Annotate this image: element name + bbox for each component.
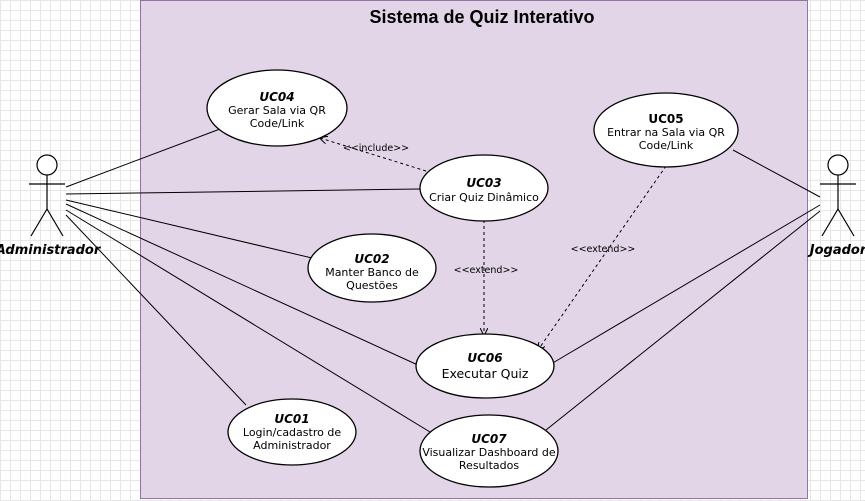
uc07-label-line1: Visualizar Dashboard de <box>422 446 556 459</box>
assoc-admin-uc04 <box>65 128 221 188</box>
assoc-admin-uc02 <box>65 199 313 259</box>
uc01-label-line1: Login/cadastro de <box>243 426 341 439</box>
extend-label-uc03: <<extend>> <box>454 265 519 276</box>
uc07-label-line2: Resultados <box>459 459 519 472</box>
use-case-uc01[interactable]: UC01 Login/cadastro de Administrador <box>227 398 357 466</box>
stick-figure-icon <box>29 154 65 237</box>
assoc-player-uc07 <box>545 210 821 431</box>
dependencies: <<include>> <<extend>> <<extend>> <box>320 138 667 350</box>
actor-player-name: Jogador <box>807 243 865 258</box>
uc01-label-line2: Administrador <box>253 439 331 452</box>
uc01-id: UC01 <box>274 412 309 426</box>
uc06-id: UC06 <box>467 351 502 365</box>
uc04-id: UC04 <box>259 90 294 104</box>
uc05-id: UC05 <box>648 112 683 126</box>
uc02-label-line1: Manter Banco de <box>325 266 419 279</box>
uc05-label-line1: Entrar na Sala via QR <box>607 126 725 139</box>
uc02-label-line2: Questões <box>346 279 398 292</box>
assoc-player-uc05 <box>732 149 821 198</box>
assoc-player-uc06 <box>550 204 821 365</box>
uc07-id: UC07 <box>471 432 507 446</box>
use-case-uc04[interactable]: UC04 Gerar Sala via QR Code/Link <box>206 69 348 147</box>
assoc-admin-uc06 <box>65 203 421 367</box>
include-uc03-uc04 <box>320 138 427 172</box>
uc03-id: UC03 <box>466 176 501 190</box>
player-associations <box>545 149 821 431</box>
stick-figure-icon <box>820 154 856 237</box>
extend-label-uc05: <<extend>> <box>571 244 636 255</box>
admin-associations <box>65 128 431 433</box>
uc04-label-line2: Code/Link <box>250 117 305 130</box>
uc05-label-line2: Code/Link <box>639 139 694 152</box>
extend-uc05-uc06 <box>538 165 667 350</box>
use-case-uc07[interactable]: UC07 Visualizar Dashboard de Resultados <box>419 414 559 488</box>
uc06-label-line1: Executar Quiz <box>442 366 529 381</box>
use-case-uc06[interactable]: UC06 Executar Quiz <box>415 333 555 399</box>
actor-jogador[interactable]: Jogador <box>807 154 865 258</box>
uc04-label-line1: Gerar Sala via QR <box>228 104 326 117</box>
actor-admin-name: Administrador <box>0 243 102 258</box>
uc02-id: UC02 <box>354 252 389 266</box>
actor-administrador[interactable]: Administrador <box>0 154 102 258</box>
assoc-admin-uc01 <box>65 214 247 406</box>
assoc-admin-uc07 <box>65 209 431 433</box>
use-case-uc02[interactable]: UC02 Manter Banco de Questões <box>307 233 437 303</box>
use-case-uc05[interactable]: UC05 Entrar na Sala via QR Code/Link <box>593 92 739 168</box>
system-title: Sistema de Quiz Interativo <box>369 7 594 27</box>
uc03-label-line1: Criar Quiz Dinâmico <box>429 191 539 204</box>
include-label: <<include>> <box>343 143 409 154</box>
use-case-uc03[interactable]: UC03 Criar Quiz Dinâmico <box>419 154 549 222</box>
assoc-admin-uc03 <box>65 188 421 195</box>
